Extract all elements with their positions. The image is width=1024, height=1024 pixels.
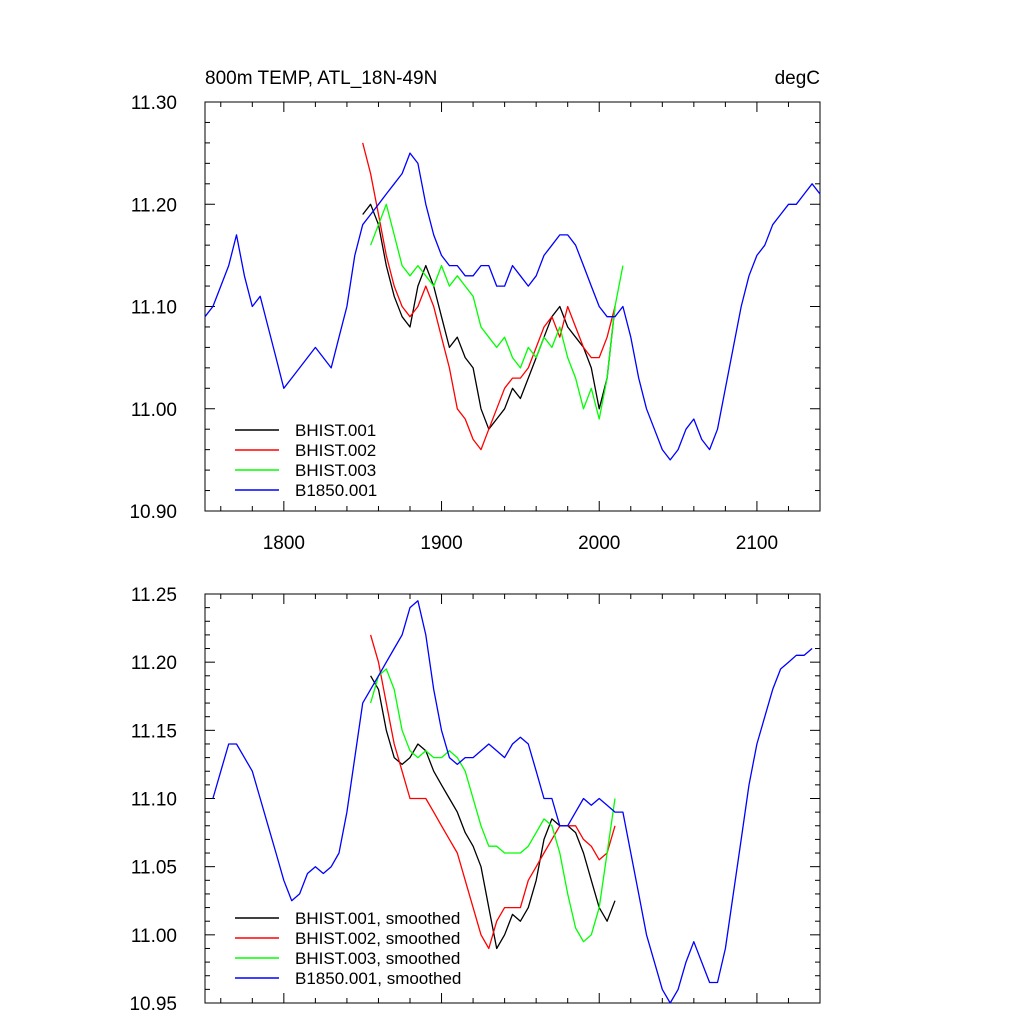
x-tick-label: 2100 (736, 533, 778, 554)
y-tick-label: 10.90 (129, 502, 177, 523)
y-tick-label: 11.00 (131, 926, 177, 947)
y-tick-label: 11.00 (131, 400, 177, 421)
legend-label: BHIST.002, smoothed (295, 929, 460, 948)
y-tick-label: 11.25 (131, 585, 177, 606)
y-tick-label: 11.20 (131, 653, 177, 674)
series-line-1 (370, 675, 616, 950)
bottom-ticks: 10.95 11.00 11.05 11.10 11.15 11.20 11.25 (129, 585, 821, 1015)
series-line-4 (204, 152, 821, 461)
legend-label: BHIST.001, smoothed (295, 909, 460, 928)
legend-label: B1850.001, smoothed (295, 969, 461, 988)
legend-label: BHIST.002 (295, 441, 376, 460)
top-panel-units: degC (775, 68, 820, 89)
x-tick-label: 1800 (263, 533, 305, 554)
legend-label: BHIST.003, smoothed (295, 949, 460, 968)
legend-label: BHIST.001 (295, 421, 376, 440)
y-tick-label: 10.95 (129, 994, 177, 1015)
series-line-2 (362, 142, 616, 451)
top-panel-title: 800m TEMP, ATL_18N-49N (205, 68, 437, 89)
legend-label: B1850.001 (295, 481, 377, 500)
series-line-4 (212, 600, 813, 1004)
x-tick-label: 1900 (420, 533, 462, 554)
series-line-1 (362, 203, 616, 430)
legend-label: BHIST.003 (295, 461, 376, 480)
series-line-2 (369, 634, 616, 950)
top-series (204, 142, 821, 461)
x-tick-label: 2000 (578, 533, 620, 554)
y-tick-label: 11.05 (131, 858, 177, 879)
bottom-panel: 10.95 11.00 11.05 11.10 11.15 11.20 11.25 BHIS… (129, 585, 821, 1015)
y-tick-label: 11.20 (131, 195, 177, 216)
series-line-3 (369, 668, 616, 943)
bottom-series (212, 600, 813, 1004)
y-tick-label: 11.15 (131, 721, 177, 742)
y-tick-label: 11.10 (131, 298, 177, 319)
series-line-3 (369, 203, 624, 420)
top-ticks: 1800 1900 2000 2100 10.90 11.00 11.10 11.20 11.3… (129, 93, 821, 554)
y-tick-label: 11.10 (131, 790, 177, 811)
top-panel: 800m TEMP, ATL_18N-49N degC 1800 1900 2000… (129, 68, 821, 554)
y-tick-label: 11.30 (131, 93, 177, 114)
